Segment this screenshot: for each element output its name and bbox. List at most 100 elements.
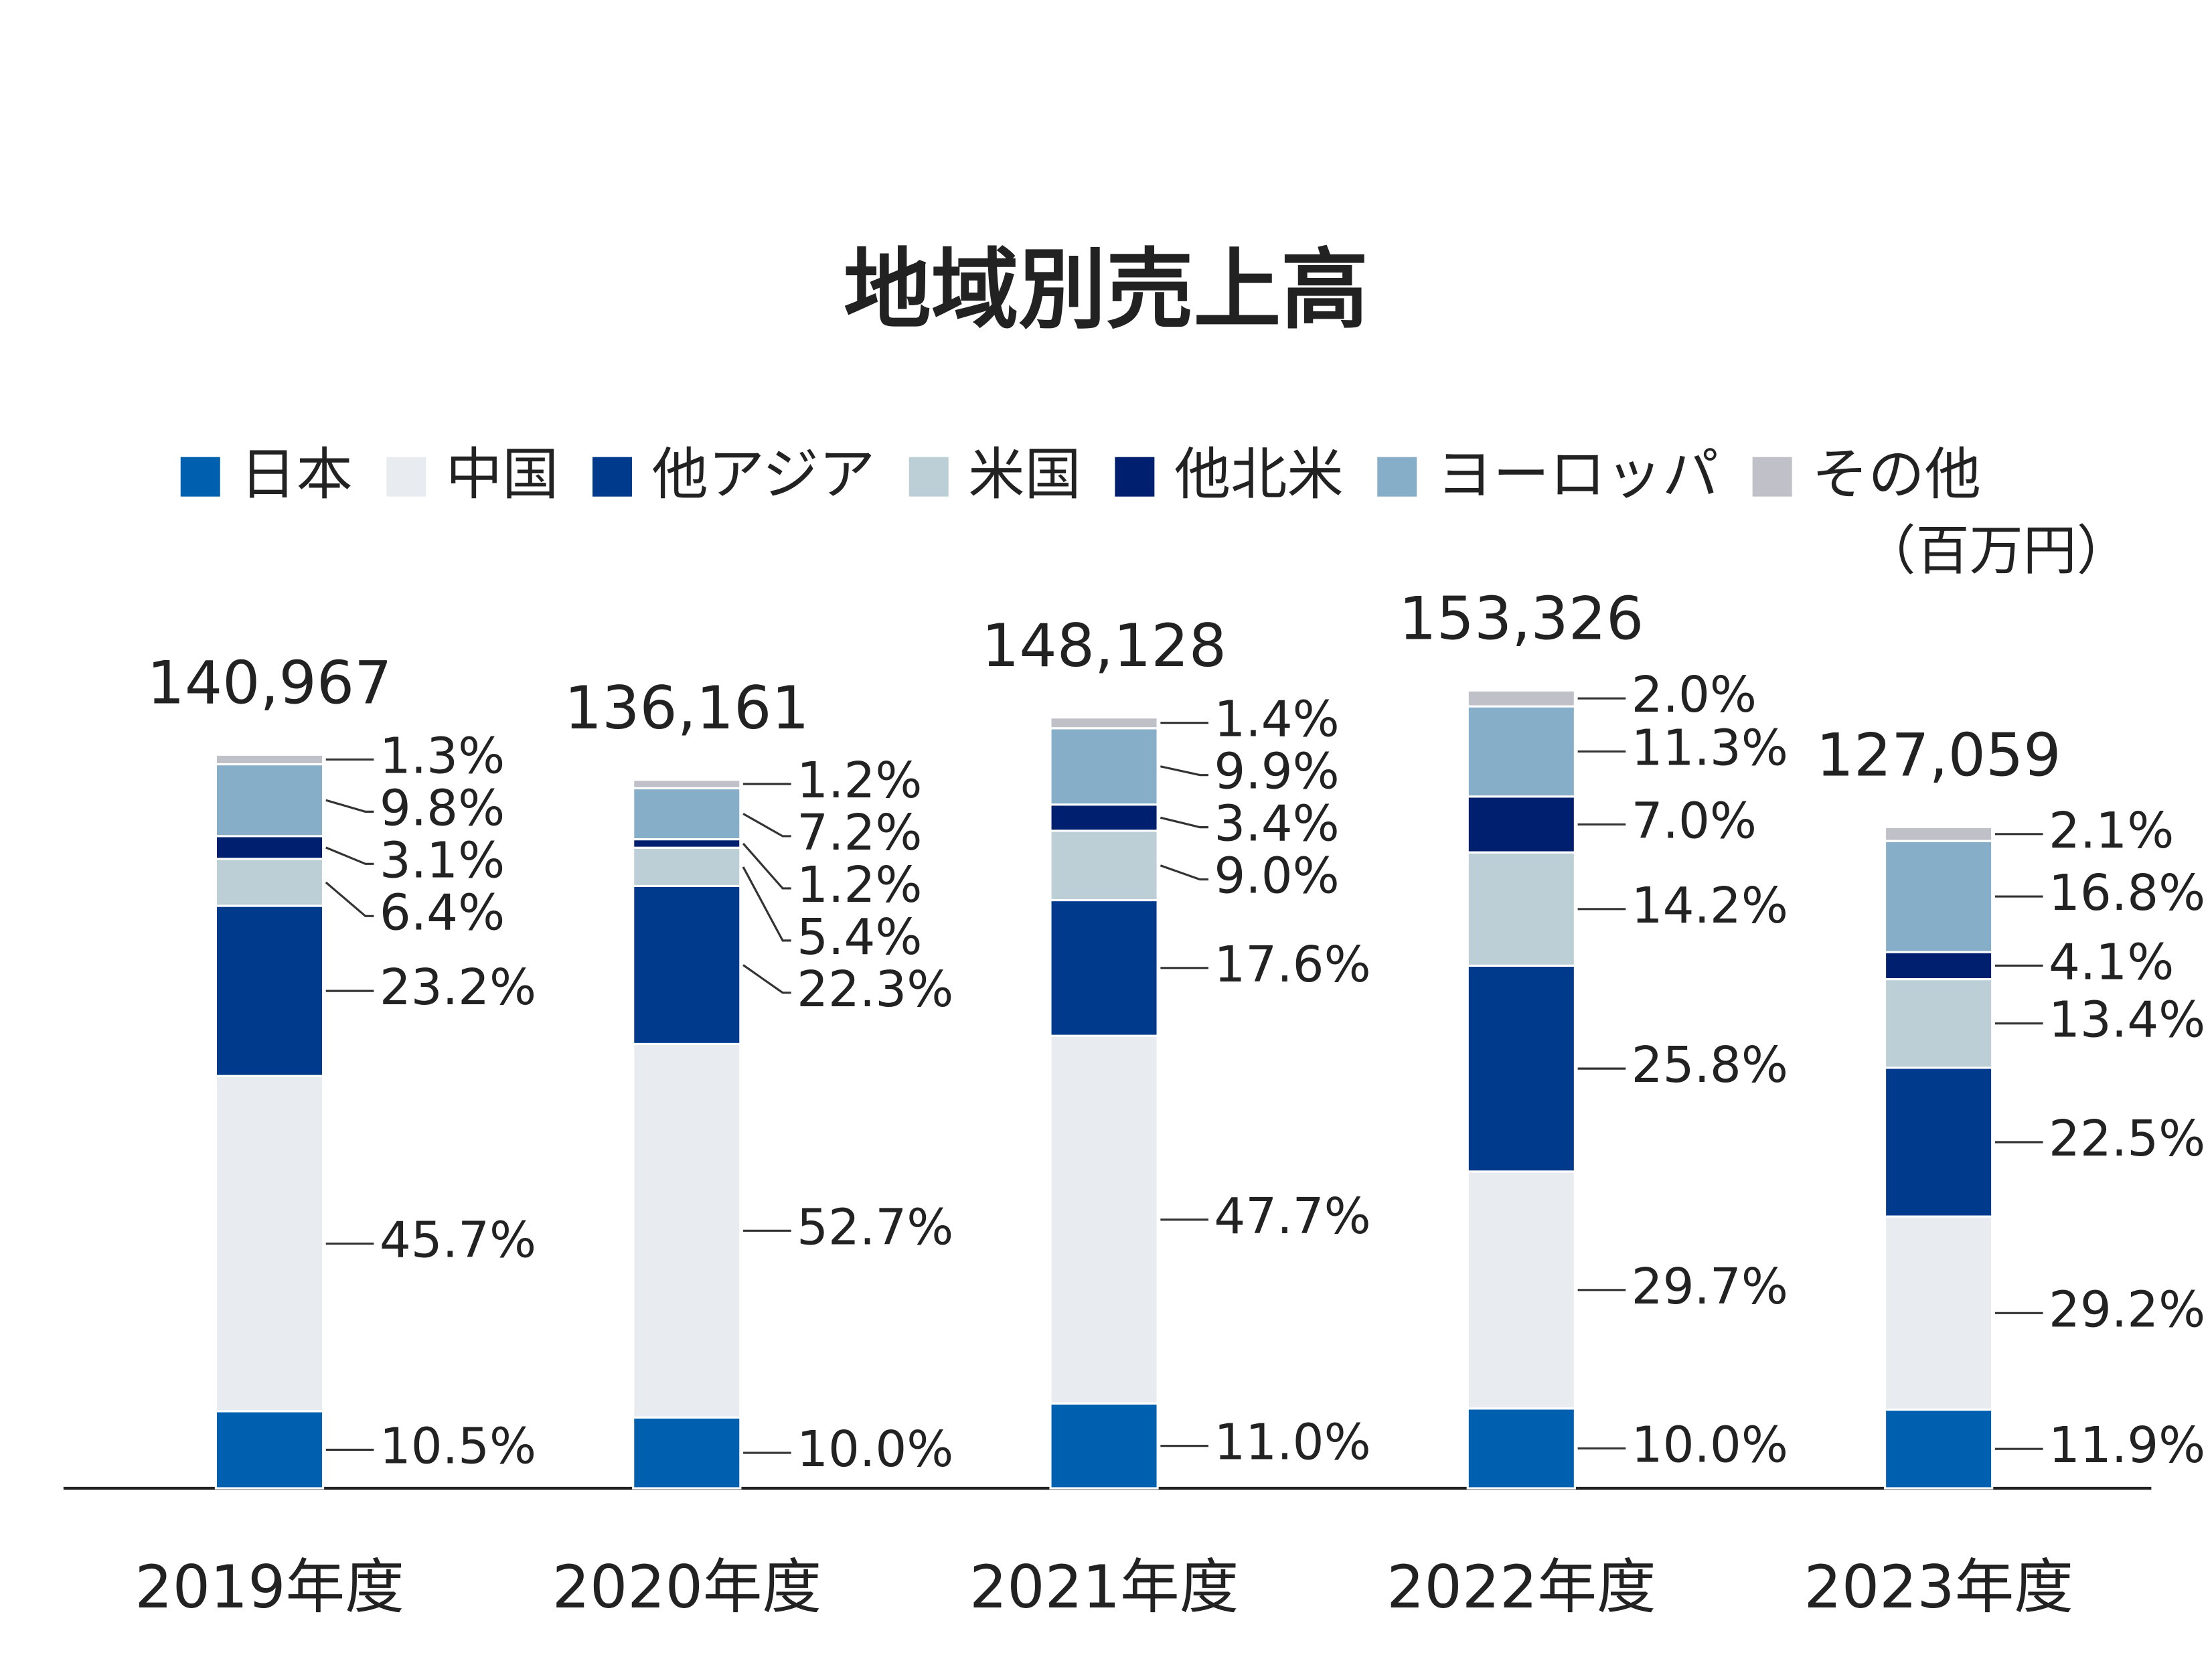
bar-segment [214, 763, 325, 838]
leader-line [742, 964, 791, 994]
data-label: 7.0% [1632, 793, 1757, 850]
data-label: 11.3% [1632, 720, 1788, 777]
bar-segment [1049, 1034, 1159, 1405]
bar-segment [214, 858, 325, 907]
bar-segment [632, 884, 742, 1045]
data-label: 11.0% [1214, 1415, 1370, 1472]
data-label: 52.7% [797, 1199, 953, 1256]
bar-segment [214, 1410, 325, 1490]
total-label: 136,161 [564, 674, 809, 742]
data-label: 2.0% [1632, 667, 1757, 724]
bar-segment [1049, 803, 1159, 832]
total-label: 148,128 [981, 611, 1227, 680]
legend-swatch [180, 457, 220, 497]
data-label: 1.2% [797, 857, 922, 914]
total-label: 140,967 [147, 649, 392, 718]
data-label: 1.4% [1214, 692, 1339, 748]
legend-label: 中国 [446, 441, 559, 507]
data-label: 29.2% [2049, 1281, 2205, 1338]
data-label: 13.4% [2049, 992, 2205, 1049]
unit-label: （百万円） [1863, 520, 2130, 582]
bar-segment [1049, 716, 1159, 730]
bar-segment [1883, 1408, 1994, 1490]
bar-segment [1466, 851, 1576, 967]
legend-label: 他北米 [1174, 441, 1344, 507]
data-label: 2.1% [2049, 803, 2174, 860]
leader-line [1160, 864, 1208, 881]
legend-swatch [1377, 457, 1417, 497]
data-label: 11.9% [2049, 1417, 2205, 1474]
data-label: 23.2% [380, 959, 536, 1016]
bar-segment [214, 835, 325, 860]
leader-line [325, 846, 374, 865]
legend-label: 他アジア [651, 441, 875, 507]
data-label: 25.8% [1632, 1037, 1788, 1094]
leader-line [742, 813, 791, 838]
leader-line [1160, 816, 1208, 829]
bar-segment [1466, 1407, 1576, 1490]
data-label: 47.7% [1214, 1188, 1370, 1245]
data-label: 6.4% [380, 884, 505, 941]
legend-swatch [1115, 457, 1155, 497]
x-tick-label: 2020年度 [552, 1553, 821, 1622]
data-label: 29.7% [1632, 1259, 1788, 1316]
bar-segment [214, 1075, 325, 1413]
data-label: 10.0% [797, 1421, 953, 1478]
bar-segment [1049, 898, 1159, 1037]
bar-segment [1466, 964, 1576, 1173]
x-tick-label: 2021年度 [969, 1553, 1239, 1622]
data-label: 9.8% [380, 780, 505, 837]
data-label: 3.4% [1214, 796, 1339, 853]
data-label: 7.2% [797, 805, 922, 862]
data-label: 9.9% [1214, 744, 1339, 801]
leader-line [742, 842, 791, 890]
data-label: 22.5% [2049, 1111, 2205, 1168]
bar-segment [1883, 977, 1994, 1069]
data-label: 10.0% [1632, 1417, 1788, 1474]
data-label: 16.8% [2049, 865, 2205, 922]
leader-line [1160, 765, 1208, 777]
bar-segment [1883, 1215, 1994, 1411]
data-label: 9.0% [1214, 848, 1339, 905]
legend-swatch [908, 457, 949, 497]
data-label: 10.5% [380, 1418, 536, 1475]
data-label: 4.1% [2049, 934, 2174, 991]
bar-segment [1883, 951, 1994, 981]
bar-segment [632, 846, 742, 887]
leader-line [742, 866, 791, 942]
total-label: 127,059 [1816, 721, 2061, 790]
bar-segment [1466, 795, 1576, 854]
bar-segment [1049, 1402, 1159, 1490]
leader-line [325, 881, 374, 917]
x-tick-label: 2023年度 [1804, 1553, 2073, 1622]
data-label: 3.1% [380, 832, 505, 889]
legend-swatch [592, 457, 632, 497]
x-tick-label: 2022年度 [1387, 1553, 1656, 1622]
bar-segment [632, 779, 742, 789]
bar-segment [632, 838, 742, 849]
legend-label: 米国 [968, 441, 1081, 507]
leader-line [325, 799, 374, 813]
data-label: 1.2% [797, 753, 922, 809]
data-label: 5.4% [797, 909, 922, 966]
x-tick-label: 2019年度 [135, 1553, 404, 1622]
data-label: 1.3% [380, 728, 505, 785]
bar-segment [1466, 1170, 1576, 1410]
data-label: 22.3% [797, 961, 953, 1018]
legend-label: その他 [1812, 441, 1981, 507]
legend-label: 日本 [240, 441, 353, 507]
bar-segment [1466, 705, 1576, 798]
legend-label: ヨーロッパ [1437, 441, 1719, 507]
bar-segment [214, 904, 325, 1077]
bar-segment [1883, 825, 1994, 842]
chart-title: 地域別売上高 [844, 239, 1368, 341]
legend-swatch [386, 457, 426, 497]
bar-segment [632, 1416, 742, 1490]
data-label: 17.6% [1214, 937, 1370, 994]
total-label: 153,326 [1399, 584, 1644, 653]
bar-segment [214, 753, 325, 766]
bar-segment [632, 787, 742, 841]
legend-swatch [1752, 457, 1792, 497]
bar-segment [1466, 689, 1576, 708]
